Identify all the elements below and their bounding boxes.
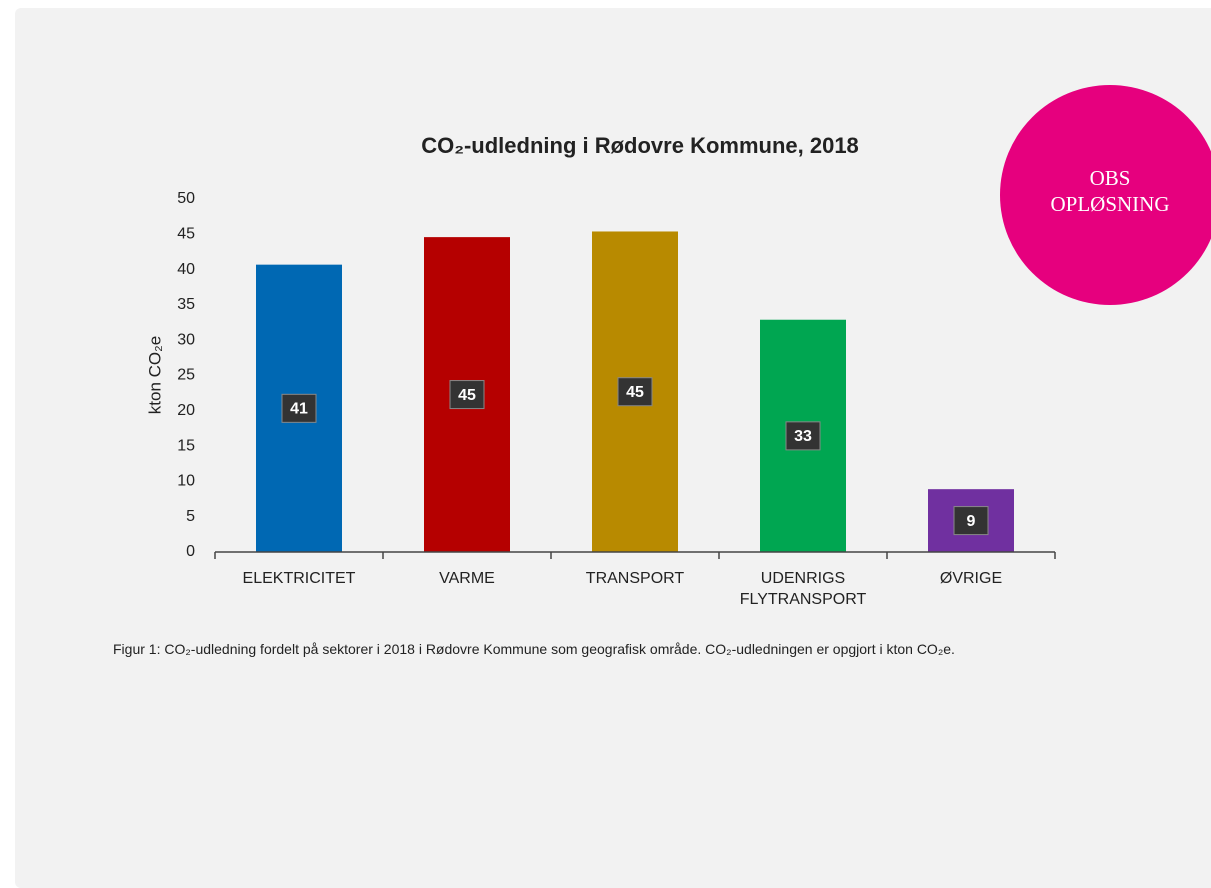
data-label-box: [617, 377, 653, 407]
badge: OBS OPLØSNING: [1000, 85, 1211, 305]
y-tick-label: 0: [186, 543, 195, 560]
y-axis-label: kton CO₂e: [145, 336, 164, 414]
x-tick-label: UDENRIGS FLYTRANSPORT: [739, 570, 867, 608]
y-tick-label: 45: [177, 226, 195, 243]
y-tick-label: 20: [177, 402, 195, 419]
data-label-box: [449, 380, 485, 410]
y-tick-label: 25: [177, 367, 195, 384]
chart-title: CO₂-udledning i Rødovre Kommune, 2018: [421, 133, 859, 158]
x-tick-label: ØVRIGE: [939, 570, 1003, 587]
y-tick-label: 35: [177, 296, 195, 313]
y-tick-label: 15: [177, 437, 195, 454]
x-tick-label: VARME: [439, 570, 495, 587]
chart: CO₂-udledning i Rødovre Kommune, 2018 kt…: [145, 133, 1056, 560]
data-label-box: [785, 421, 821, 451]
data-label: 45: [626, 384, 644, 401]
caption: Figur 1: CO₂-udledning fordelt på sektor…: [113, 641, 955, 657]
data-label-box: [953, 506, 989, 536]
data-label: 9: [967, 513, 976, 530]
page: CO₂-udledning i Rødovre Kommune, 2018 kt…: [15, 8, 1211, 888]
x-tick-label: TRANSPORT: [585, 570, 685, 587]
data-label: 45: [458, 387, 476, 404]
badge-line: OPLØSNING: [1050, 192, 1170, 216]
badge-line: OBS: [1089, 166, 1131, 190]
data-label: 33: [794, 428, 812, 445]
y-tick-label: 30: [177, 331, 195, 348]
x-tick-label: ELEKTRICITET: [242, 570, 356, 587]
data-label: 41: [290, 401, 308, 418]
y-tick-label: 40: [177, 261, 195, 278]
y-tick-label: 10: [177, 473, 195, 490]
data-label-box: [281, 393, 317, 423]
y-tick-label: 5: [186, 508, 195, 525]
y-tick-label: 50: [177, 190, 195, 207]
